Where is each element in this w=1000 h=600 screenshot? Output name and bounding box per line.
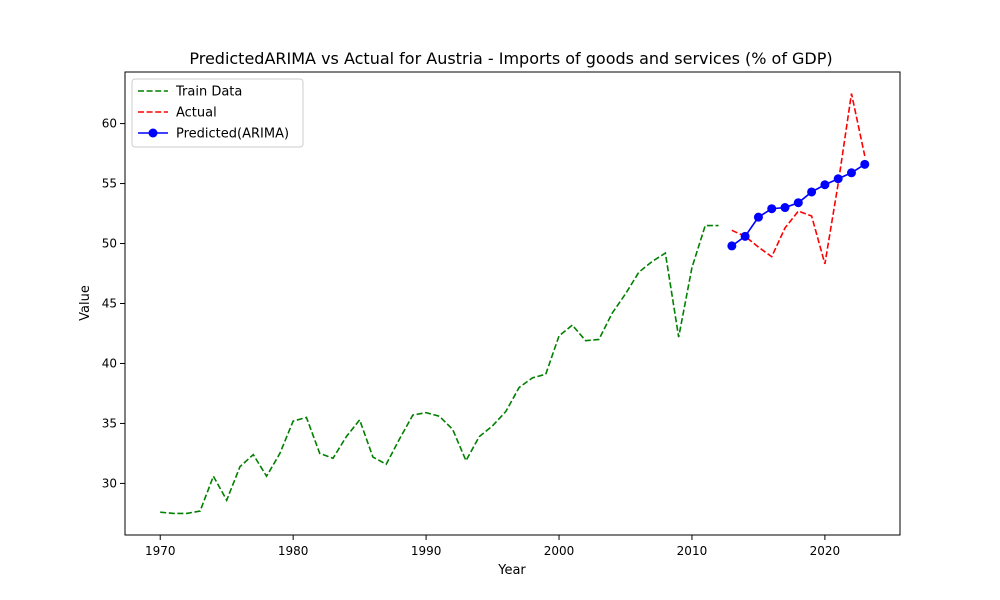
series-line-actual bbox=[731, 93, 866, 265]
x-tick-label: 2020 bbox=[810, 544, 841, 558]
data-point-predicted-arima bbox=[727, 241, 737, 251]
x-tick-label: 1990 bbox=[411, 544, 442, 558]
data-point-predicted-arima bbox=[793, 198, 803, 208]
legend-marker-predicted-arima bbox=[148, 128, 158, 138]
legend-label-train-data: Train Data bbox=[175, 85, 242, 100]
data-point-predicted-arima bbox=[820, 180, 830, 190]
y-tick-label: 55 bbox=[102, 177, 117, 191]
data-point-predicted-arima bbox=[767, 204, 777, 214]
plot-area bbox=[160, 93, 870, 515]
y-axis-label: Value bbox=[78, 285, 93, 321]
y-tick-label: 35 bbox=[102, 416, 117, 430]
x-tick-label: 2000 bbox=[544, 544, 575, 558]
data-point-predicted-arima bbox=[833, 174, 843, 184]
data-point-predicted-arima bbox=[780, 203, 790, 213]
y-tick-label: 60 bbox=[102, 117, 117, 131]
x-axis-label: Year bbox=[497, 563, 526, 578]
x-axis-ticks: 1970 1980 1990 2000 2010 2020 bbox=[145, 535, 840, 558]
series-line-train-data bbox=[160, 224, 719, 515]
data-point-predicted-arima bbox=[846, 168, 856, 178]
x-tick-label: 1970 bbox=[145, 544, 176, 558]
chart-title: PredictedARIMA vs Actual for Austria - I… bbox=[189, 49, 832, 68]
x-tick-label: 2010 bbox=[677, 544, 708, 558]
y-tick-label: 40 bbox=[102, 356, 117, 370]
y-tick-label: 50 bbox=[102, 237, 117, 251]
legend-label-predicted-arima: Predicted(ARIMA) bbox=[176, 127, 289, 142]
data-point-predicted-arima bbox=[740, 231, 750, 241]
data-point-predicted-arima bbox=[753, 212, 763, 222]
legend-label-actual: Actual bbox=[176, 106, 217, 121]
y-axis-ticks: 30 35 40 45 50 55 60 bbox=[102, 117, 125, 490]
legend-box bbox=[131, 78, 304, 148]
legend: Train Data Actual Predicted(ARIMA) bbox=[131, 78, 304, 148]
x-tick-label: 1980 bbox=[278, 544, 309, 558]
data-point-predicted-arima bbox=[807, 187, 817, 197]
data-point-predicted-arima bbox=[860, 159, 870, 169]
y-tick-label: 45 bbox=[102, 297, 117, 311]
y-tick-label: 30 bbox=[102, 476, 117, 490]
